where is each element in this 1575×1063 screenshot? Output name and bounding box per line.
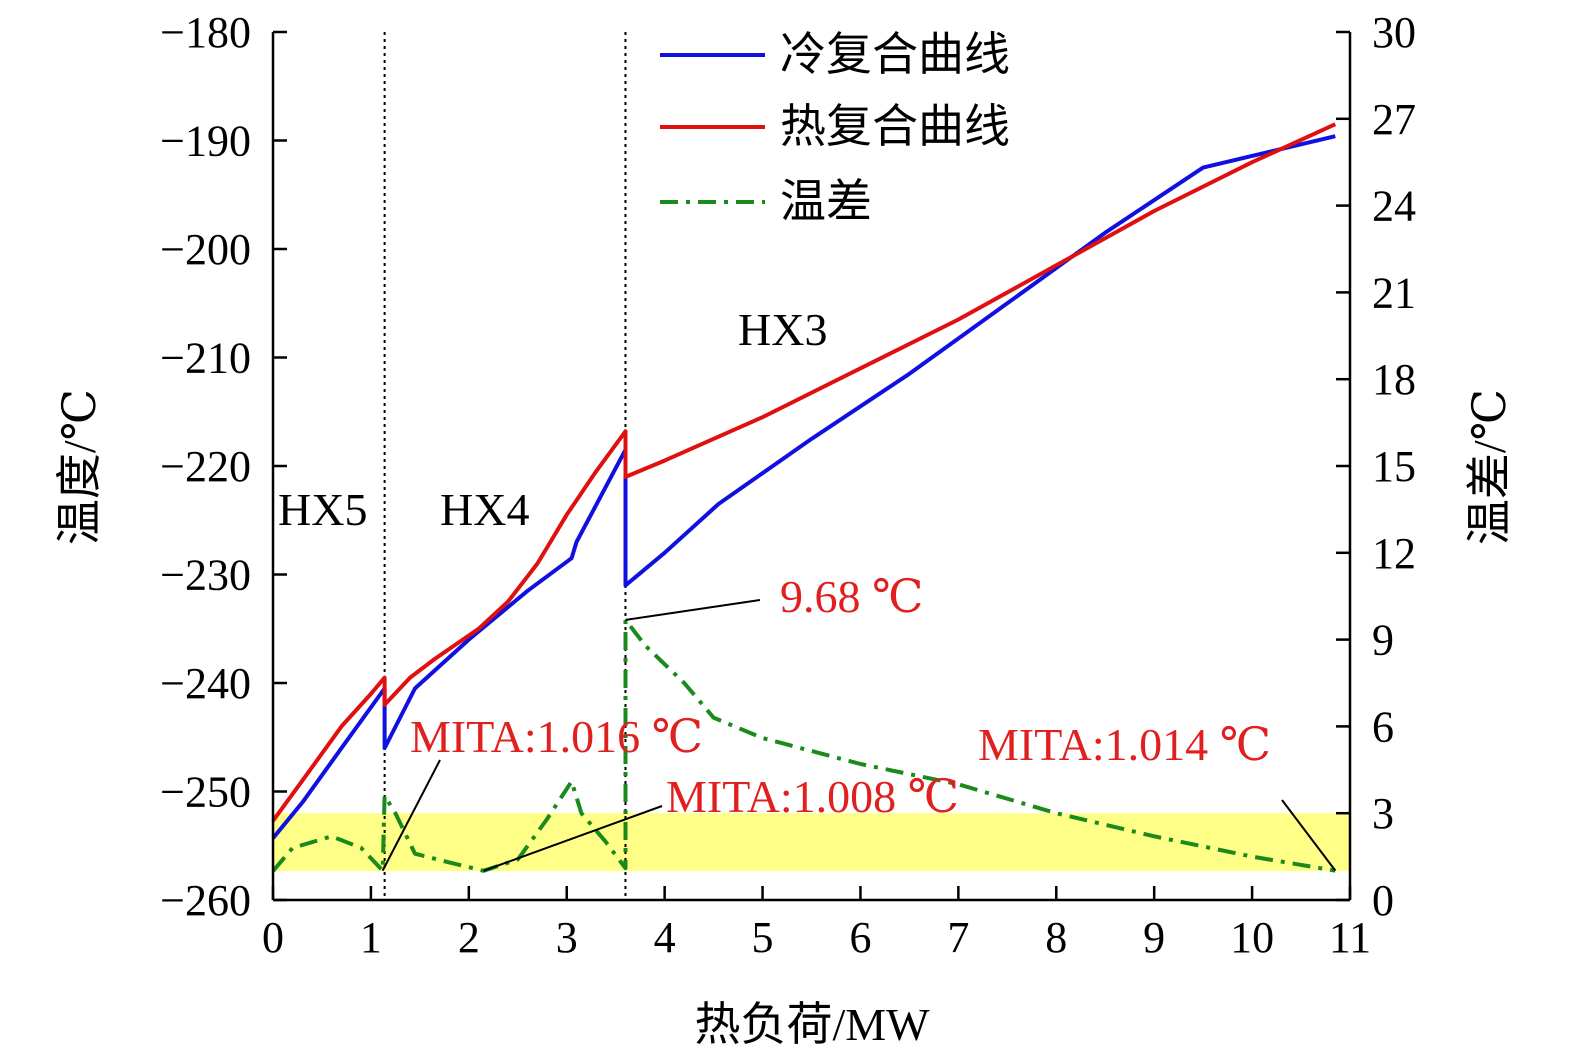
y-right-tick-label: 0 xyxy=(1372,876,1394,925)
legend-label-hot: 热复合曲线 xyxy=(780,101,1010,152)
y-left-axis-title: 温度/℃ xyxy=(54,389,105,545)
y-left-tick-label: −220 xyxy=(160,442,251,491)
annotation-layer xyxy=(381,599,1337,872)
y-right-axis-title: 温差/℃ xyxy=(1464,389,1515,545)
annotation-leader-0 xyxy=(625,599,761,621)
region-label-hx3: HX3 xyxy=(738,304,827,355)
legend: 冷复合曲线 热复合曲线 温差 xyxy=(660,29,1010,227)
x-tick-label: 2 xyxy=(458,913,480,962)
divider-layer xyxy=(383,32,627,900)
y-left-tick-label: −230 xyxy=(160,551,251,600)
series-line-1 xyxy=(271,122,1337,822)
annotation-peak: 9.68 ℃ xyxy=(780,571,923,622)
y-right-tick-label: 15 xyxy=(1372,442,1416,491)
y-right-tick-label: 21 xyxy=(1372,268,1416,317)
y-right-tick-label: 6 xyxy=(1372,702,1394,751)
y-left-tick-label: −260 xyxy=(160,876,251,925)
x-tick-label: 10 xyxy=(1230,913,1274,962)
x-tick-label: 8 xyxy=(1045,913,1067,962)
annotation-leader-3 xyxy=(1281,799,1337,872)
x-tick-label: 3 xyxy=(556,913,578,962)
y-left-tick-label: −240 xyxy=(160,659,251,708)
y-left-tick-label: −250 xyxy=(160,768,251,817)
annotation-leader-1 xyxy=(381,759,441,872)
annotation-mita-2: MITA:1.008 ℃ xyxy=(666,771,959,822)
y-right-tick-label: 12 xyxy=(1372,529,1416,578)
y-right-tick-label: 27 xyxy=(1372,95,1416,144)
x-tick-label: 1 xyxy=(360,913,382,962)
x-tick-label: 6 xyxy=(849,913,871,962)
annotation-leader-2 xyxy=(483,805,663,872)
x-tick-label: 4 xyxy=(654,913,676,962)
y-right-tick-label: 18 xyxy=(1372,355,1416,404)
y-right-tick-label: 24 xyxy=(1372,182,1416,231)
x-axis-title: 热负荷/MW xyxy=(694,999,930,1050)
y-left-tick-label: −190 xyxy=(160,117,251,166)
y-left-tick-label: −210 xyxy=(160,334,251,383)
axis-layer: 0 1 2 3 4 5 6 7 8 9 10 11−180−190−200−210−220−230−2… xyxy=(160,8,1416,962)
annotation-mita-1: MITA:1.016 ℃ xyxy=(410,711,703,762)
y-right-tick-label: 3 xyxy=(1372,789,1394,838)
legend-label-cold: 冷复合曲线 xyxy=(780,29,1010,80)
series-layer xyxy=(271,122,1337,873)
y-left-tick-label: −200 xyxy=(160,225,251,274)
series-line-2 xyxy=(271,617,1336,873)
region-label-hx5: HX5 xyxy=(278,484,367,535)
annotation-mita-3: MITA:1.014 ℃ xyxy=(978,719,1271,770)
y-left-tick-label: −180 xyxy=(160,8,251,57)
y-right-tick-label: 30 xyxy=(1372,8,1416,57)
region-label-hx4: HX4 xyxy=(440,484,529,535)
x-tick-label: 7 xyxy=(947,913,969,962)
x-tick-label: 9 xyxy=(1143,913,1165,962)
y-right-tick-label: 9 xyxy=(1372,616,1394,665)
legend-label-diff: 温差 xyxy=(780,176,872,227)
x-tick-label: 11 xyxy=(1329,913,1371,962)
x-tick-label: 0 xyxy=(262,913,284,962)
x-tick-label: 5 xyxy=(752,913,774,962)
